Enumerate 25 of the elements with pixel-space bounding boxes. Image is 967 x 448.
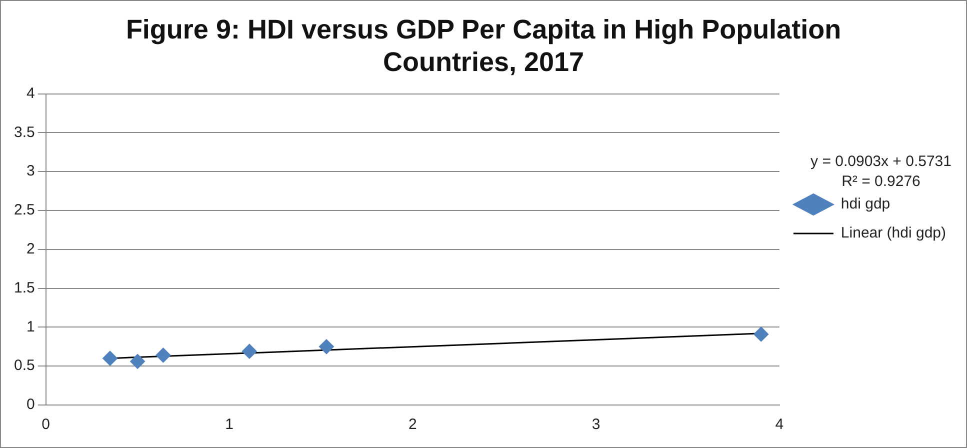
y-tick-label: 1	[26, 318, 35, 336]
legend-label: Linear (hdi gdp)	[840, 224, 946, 242]
point	[754, 326, 769, 342]
x-tick-label: 3	[592, 416, 600, 434]
y-tick-label: 0	[26, 396, 35, 414]
chart-title: Figure 9: HDI versus GDP Per Capita in High Population Countries, 2017	[126, 14, 842, 78]
legend-label: hdi gdp	[840, 196, 890, 213]
point	[130, 354, 146, 369]
y-tick-label: 0.5	[14, 357, 35, 374]
x-tick-label: 1	[225, 416, 234, 434]
x-tick-label: 4	[775, 416, 784, 434]
point	[242, 344, 257, 359]
y-tick-label: 2	[26, 240, 35, 258]
point	[102, 350, 118, 366]
y-tick-label: 3	[26, 162, 35, 180]
y-tick-label: 4	[26, 84, 35, 102]
y-tick-label: 1.5	[14, 279, 35, 296]
x-tick-label: 2	[408, 416, 417, 434]
point	[318, 339, 334, 354]
x-tick-label: 0	[42, 416, 50, 434]
y-tick-label: 3.5	[14, 124, 35, 141]
text: R² = 0.9276	[842, 173, 920, 190]
text: y = 0.0903x + 0.5731	[810, 153, 952, 170]
y-tick-label: 2.5	[14, 202, 35, 219]
point	[156, 348, 171, 363]
